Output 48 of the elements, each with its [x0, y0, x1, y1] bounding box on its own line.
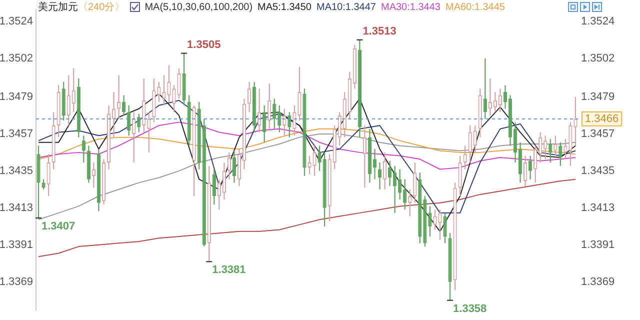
- candlestick: [36, 146, 40, 218]
- y-tick-label: 1.3369: [0, 276, 33, 288]
- candlestick: [162, 75, 166, 106]
- candlestick: [172, 85, 176, 112]
- candlestick: [92, 162, 96, 188]
- ref-line-label: 1.3466: [585, 112, 619, 125]
- candlestick: [378, 162, 382, 190]
- annotation: 1.3407: [42, 220, 76, 233]
- candlestick: [177, 68, 181, 99]
- candlestick: [312, 146, 316, 176]
- y2-tick-label: 1.3479: [581, 91, 615, 104]
- text: MA60:1.3445: [445, 2, 505, 12]
- annotation: 1.3381: [212, 264, 246, 276]
- y2-tick-label: 1.3413: [581, 202, 615, 214]
- annotation: 1.3358: [453, 302, 487, 315]
- y2-tick-label: 1.3369: [581, 276, 615, 288]
- candlestick: [568, 122, 572, 166]
- y-tick-label: 1.3457: [0, 128, 33, 140]
- candlestick: [448, 233, 452, 300]
- y2-tick-label: 1.3502: [581, 52, 615, 64]
- candlestick: [362, 126, 367, 188]
- chart-title: 美元加元: [38, 0, 78, 14]
- candlestick: [167, 65, 171, 102]
- candlestick: [574, 96, 578, 146]
- annotation: 1.3505: [187, 38, 221, 51]
- text: MA30:1.3443: [380, 2, 440, 12]
- candlestick: [302, 88, 306, 176]
- candlestick: [438, 210, 442, 240]
- candlestick: [42, 179, 46, 190]
- y-tick-label: 1.3413: [0, 202, 33, 214]
- y-tick-label: 1.3524: [0, 15, 33, 28]
- y2-tick-label: 1.3435: [581, 164, 615, 177]
- y2-tick-label: 1.3524: [581, 15, 615, 28]
- annotation: 1.3513: [362, 25, 396, 38]
- y-tick-label: 1.3479: [0, 91, 33, 104]
- chart-subtitle: 〈240分〉: [78, 1, 125, 14]
- y-tick-label: 1.3435: [0, 164, 33, 177]
- candlestick: [298, 66, 302, 121]
- y2-tick-label: 1.3457: [581, 128, 615, 140]
- candlestick: [308, 156, 312, 174]
- annotation: MA(5,10,30,60,100,200): [144, 2, 253, 12]
- text: MA10:1.3447: [316, 2, 376, 12]
- y2-tick-label: 1.3391: [581, 238, 615, 251]
- y-tick-label: 1.3502: [0, 52, 33, 64]
- y-tick-label: 1.3391: [0, 238, 33, 251]
- candlestick: [443, 212, 447, 244]
- candlestick: [433, 210, 437, 230]
- text: MA5:1.3450: [258, 2, 312, 12]
